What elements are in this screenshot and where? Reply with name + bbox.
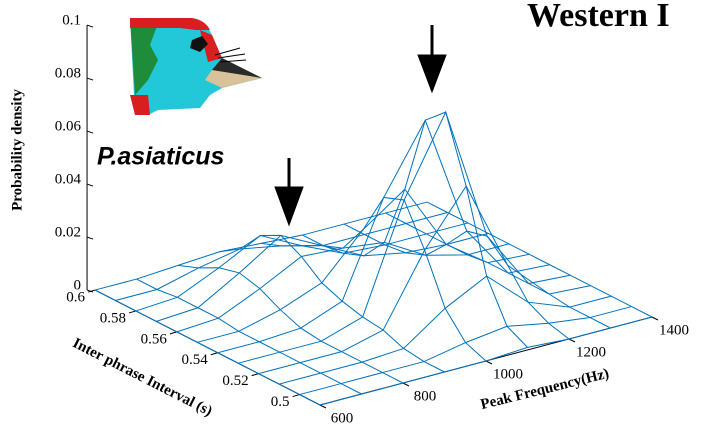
- y-tick-label: 0.54: [182, 352, 209, 368]
- x-tick: [320, 405, 326, 408]
- y-tick: [211, 353, 218, 355]
- y-tick: [252, 374, 259, 376]
- x-tick-label: 600: [331, 410, 354, 426]
- mesh-column: [95, 290, 320, 405]
- z-tick: [87, 131, 93, 133]
- y-tick: [170, 332, 177, 334]
- mesh-column: [220, 235, 445, 372]
- bird-icon: [130, 18, 262, 115]
- x-tick: [652, 317, 658, 320]
- z-tick: [87, 184, 93, 186]
- x-tick-label: 1400: [659, 322, 689, 338]
- mesh-row: [218, 120, 550, 353]
- z-tick-label: 0.1: [62, 12, 81, 28]
- y-tick: [129, 311, 136, 313]
- z-tick-label: 0.04: [55, 171, 82, 187]
- x-tick: [569, 339, 575, 342]
- z-tick: [87, 25, 93, 27]
- mesh-row: [116, 213, 448, 301]
- mesh-row: [136, 223, 468, 311]
- chart-title: Western I: [527, 0, 670, 34]
- y-tick: [293, 395, 300, 397]
- x-tick-label: 1200: [576, 344, 606, 360]
- z-tick-label: 0.02: [55, 224, 81, 240]
- x-tick-label: 800: [414, 388, 437, 404]
- z-tick: [87, 78, 93, 80]
- z-tick-label: 0.06: [55, 118, 82, 134]
- z-tick-label: 0.08: [55, 65, 81, 81]
- y-tick-label: 0.5: [271, 394, 290, 410]
- y-tick-label: 0.52: [222, 373, 248, 389]
- x-tick: [403, 383, 409, 386]
- mesh-column: [344, 224, 569, 339]
- y-tick-label: 0.58: [100, 310, 126, 326]
- z-tick-label: 0: [74, 277, 82, 293]
- z-tick: [87, 237, 93, 239]
- species-label: P.asiaticus: [97, 143, 225, 171]
- mesh-row: [259, 186, 591, 374]
- x-tick: [486, 361, 492, 364]
- y-axis-label: Inter phrase Interval (s): [70, 335, 215, 419]
- mesh-column: [303, 112, 528, 347]
- z-axis-label: Probability density: [9, 89, 25, 211]
- mesh-row: [279, 276, 611, 384]
- mesh-column: [386, 213, 611, 328]
- mesh-column: [427, 202, 652, 317]
- chart: Western I P.asiaticus 600 800 1000 1200 1400…: [0, 0, 711, 437]
- y-tick-label: 0.56: [141, 331, 168, 347]
- arrows: [275, 25, 446, 225]
- x-tick-label: 1000: [493, 366, 523, 382]
